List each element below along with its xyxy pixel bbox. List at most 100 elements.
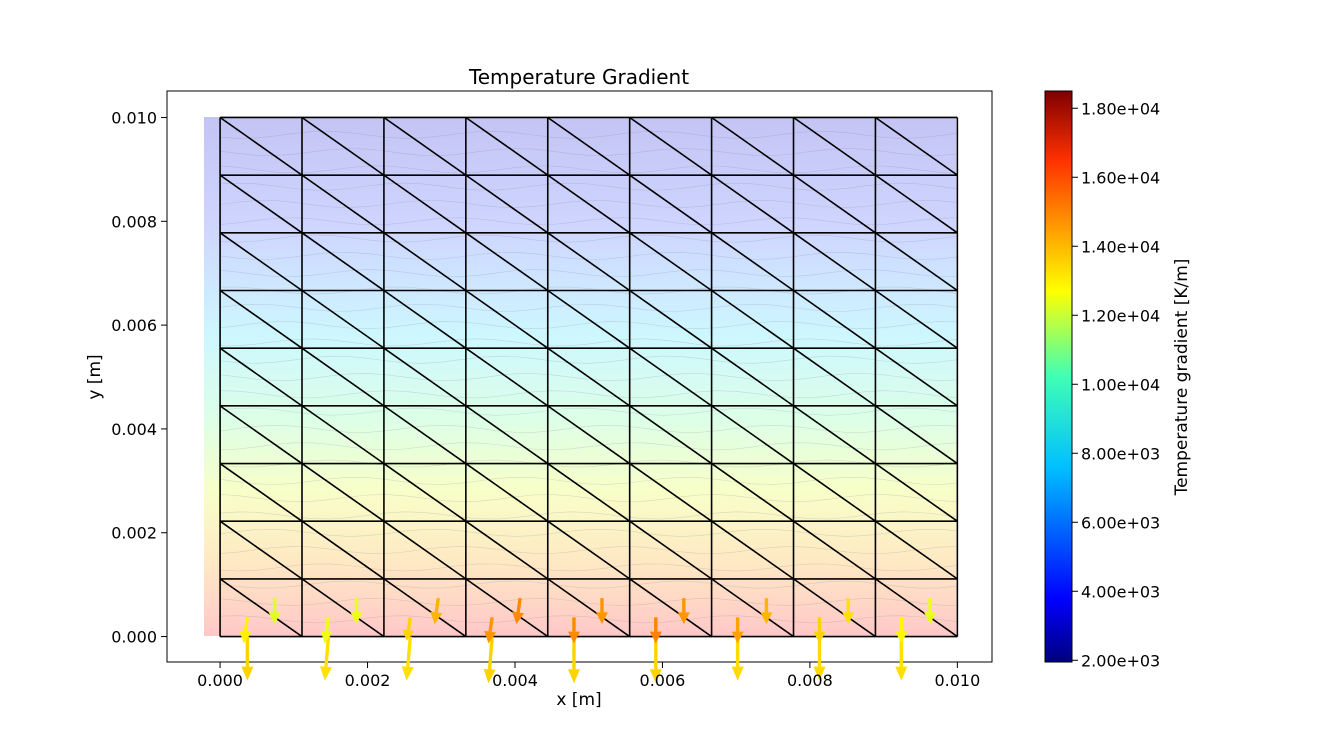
mesh-diagonal: [219, 289, 303, 349]
mesh-diagonal: [874, 232, 958, 292]
gradient-arrow: [319, 636, 332, 681]
contour-line: [220, 355, 958, 364]
x-axis-ticks: 0.000 0.002 0.004 0.006 0.008 0.010: [197, 662, 980, 690]
colorbar-tick-label: 1.40e+04: [1081, 237, 1160, 256]
chart-title: Temperature Gradient: [468, 65, 689, 89]
gradient-arrow: [239, 617, 252, 644]
mesh-diagonal: [711, 174, 794, 234]
mesh-diagonal: [465, 347, 549, 407]
mesh-diagonal: [465, 116, 549, 176]
contour-line: [220, 200, 958, 208]
contour-line: [220, 130, 958, 139]
gradient-arrow: [430, 597, 443, 625]
contour-line: [220, 563, 958, 572]
colorbar-tick-label: 1.60e+04: [1081, 168, 1160, 187]
mesh-diagonal: [629, 462, 713, 522]
mesh-diagonal: [793, 232, 876, 292]
mesh-diagonal: [874, 174, 958, 234]
gradient-arrow: [649, 617, 662, 644]
mesh-diagonal: [629, 578, 713, 638]
x-tick-label: 0.008: [787, 671, 833, 690]
mesh-diagonal: [301, 462, 385, 522]
gradient-arrow: [241, 636, 254, 681]
mesh-diagonal: [547, 405, 631, 465]
mesh-diagonal: [793, 520, 876, 580]
colorbar-tick-label: 1.80e+04: [1081, 99, 1160, 118]
mesh-diagonal: [793, 174, 876, 234]
contour-line: [220, 321, 958, 330]
x-tick-label: 0.000: [197, 671, 243, 690]
gradient-arrow: [731, 617, 744, 644]
contour-line: [220, 182, 958, 191]
mesh-diagonal: [793, 405, 876, 465]
mesh-diagonal: [465, 520, 549, 580]
y-tick-label: 0.004: [111, 420, 157, 439]
mesh-diagonal: [465, 232, 549, 292]
mesh-grid: [219, 116, 959, 638]
gradient-arrow: [895, 617, 908, 644]
mesh-diagonal: [711, 520, 794, 580]
contour-line: [220, 217, 958, 226]
colorbar-tick-label: 6.00e+03: [1081, 513, 1160, 532]
mesh-diagonal: [219, 232, 303, 292]
contour-line: [220, 424, 958, 433]
colorbar-tick-label: 1.00e+04: [1081, 375, 1160, 394]
mesh-diagonal: [219, 116, 303, 176]
mesh-diagonal: [711, 347, 794, 407]
mesh-diagonal: [301, 289, 385, 349]
y-tick-label: 0.010: [111, 108, 157, 127]
mesh-diagonal: [711, 578, 794, 638]
mesh-diagonal: [301, 578, 385, 638]
mesh-diagonal: [629, 405, 713, 465]
mesh-diagonal: [547, 520, 631, 580]
mesh-diagonal: [383, 232, 467, 292]
mesh-diagonal: [383, 289, 467, 349]
mesh-diagonal: [874, 116, 958, 176]
contour-line: [220, 390, 958, 399]
y-axis-ticks: 0.000 0.002 0.004 0.006 0.008 0.010: [111, 108, 167, 647]
y-axis-label: y [m]: [85, 354, 105, 399]
mesh-diagonal: [219, 347, 303, 407]
mesh-diagonal: [547, 462, 631, 522]
mesh-diagonal: [219, 462, 303, 522]
gradient-arrow: [677, 598, 690, 625]
mesh-diagonal: [547, 578, 631, 638]
mesh-diagonal: [547, 174, 631, 234]
mesh-diagonal: [465, 174, 549, 234]
gradient-arrow: [842, 598, 855, 625]
mesh-diagonal: [547, 116, 631, 176]
gradient-arrow: [512, 597, 525, 625]
colorbar-tick-label: 8.00e+03: [1081, 444, 1160, 463]
mesh-diagonal: [793, 116, 876, 176]
contour-line: [220, 511, 958, 520]
mesh-diagonal: [465, 405, 549, 465]
mesh-diagonal: [301, 347, 385, 407]
y-tick-label: 0.006: [111, 316, 157, 335]
mesh-diagonal: [793, 347, 876, 407]
contour-line: [220, 269, 958, 278]
contour-line: [220, 303, 958, 312]
mesh-diagonal: [629, 174, 713, 234]
mesh-diagonal: [629, 520, 713, 580]
mesh-diagonal: [711, 232, 794, 292]
contour-line: [220, 528, 958, 537]
mesh-diagonal: [383, 405, 467, 465]
gradient-arrow: [402, 617, 415, 641]
contour-line: [220, 148, 958, 156]
contour-line: [220, 580, 958, 589]
x-tick-label: 0.006: [640, 671, 686, 690]
gradient-arrow: [350, 598, 363, 625]
mesh-diagonal: [547, 347, 631, 407]
mesh-diagonal: [629, 116, 713, 176]
mesh-diagonal: [465, 462, 549, 522]
contour-line: [220, 234, 958, 243]
colorbar-tick-label: 4.00e+03: [1081, 582, 1160, 601]
gradient-arrow: [595, 598, 608, 625]
mesh-diagonal: [219, 578, 303, 638]
mesh-diagonal: [547, 232, 631, 292]
contour-line: [220, 338, 958, 347]
mesh-diagonal: [547, 289, 631, 349]
mesh-diagonal: [874, 578, 958, 638]
contour-line: [220, 165, 958, 174]
